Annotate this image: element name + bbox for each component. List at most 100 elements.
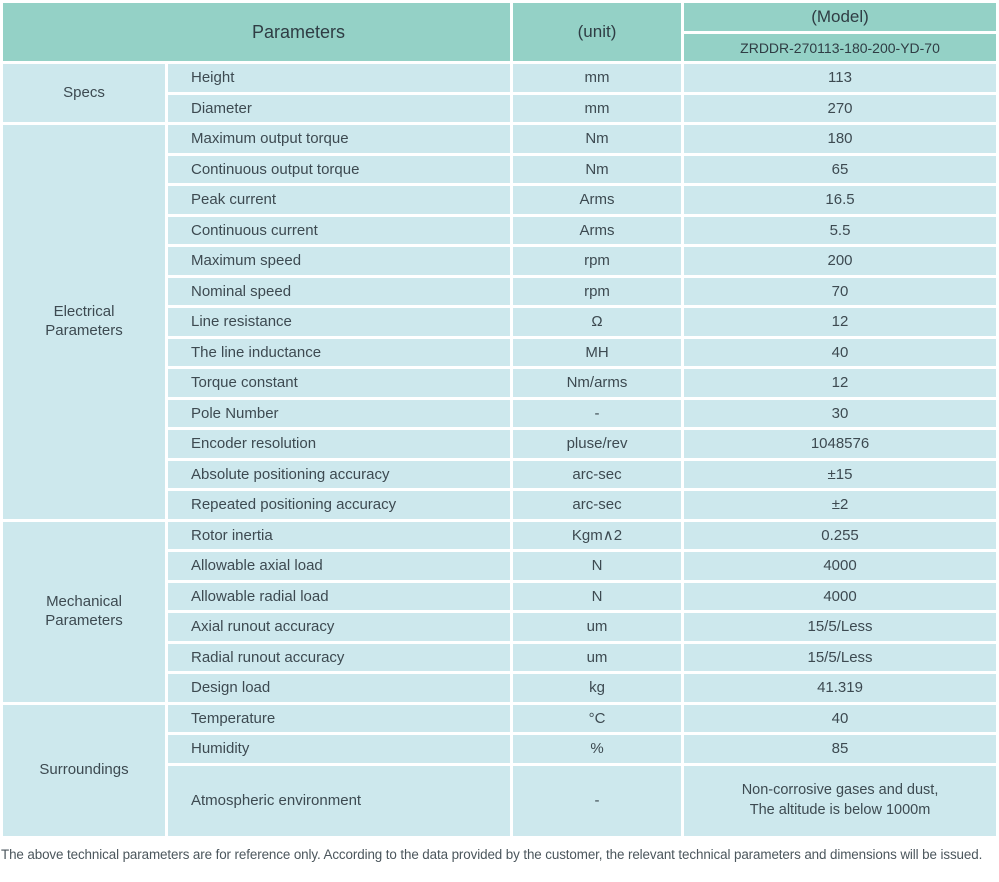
param-unit: um [513, 613, 682, 641]
table-row: Maximum speed rpm 200 [3, 247, 997, 275]
param-name: Atmospheric environment [168, 765, 511, 836]
table-row: Electrical Parameters Maximum output tor… [3, 125, 997, 519]
param-unit: °C [513, 704, 682, 732]
param-value: 40 [684, 338, 997, 366]
table-row: Line resistance Ω 12 [3, 308, 997, 336]
param-value: 70 [684, 277, 997, 305]
param-value: 15/5/Less [684, 643, 997, 671]
table-row: Atmospheric environment - Non-corrosive … [3, 765, 997, 836]
param-name: Maximum speed [168, 247, 511, 275]
param-value: 40 [684, 704, 997, 732]
table-row: Mechanical Parameters Rotor inertia Kgm∧… [3, 521, 997, 702]
param-name: Torque constant [168, 369, 511, 397]
table-row: Peak current Arms 16.5 [3, 186, 997, 214]
table-row: Nominal speed rpm 70 [3, 277, 997, 305]
parameters-header: Parameters [3, 3, 511, 61]
param-name: Allowable radial load [168, 582, 511, 610]
param-name: The line inductance [168, 338, 511, 366]
param-unit: kg [513, 674, 682, 702]
table-row: Allowable axial load N 4000 [3, 552, 997, 580]
param-unit: Nm/arms [513, 369, 682, 397]
param-unit: Ω [513, 308, 682, 336]
param-value: 200 [684, 247, 997, 275]
param-value: 12 [684, 369, 997, 397]
param-name: Repeated positioning accuracy [168, 491, 511, 519]
param-value: 1048576 [684, 430, 997, 458]
table-row: Axial runout accuracy um 15/5/Less [3, 613, 997, 641]
param-name: Design load [168, 674, 511, 702]
param-name: Radial runout accuracy [168, 643, 511, 671]
table-row: Repeated positioning accuracy arc-sec ±2 [3, 491, 997, 519]
model-row: ZRDDR-270113-180-200-YD-70 [3, 34, 997, 61]
param-unit: Kgm∧2 [513, 521, 682, 549]
param-unit: mm [513, 64, 682, 92]
table-row: Allowable radial load N 4000 [3, 582, 997, 610]
table-row: Encoder resolution pluse/rev 1048576 [3, 430, 997, 458]
param-name: Humidity [168, 735, 511, 763]
header-row: Parameters (unit) (Model) [3, 3, 997, 61]
param-name: Temperature [168, 704, 511, 732]
param-name: Continuous output torque [168, 155, 511, 183]
param-unit: arc-sec [513, 491, 682, 519]
param-value: 0.255 [684, 521, 997, 549]
param-value: 65 [684, 155, 997, 183]
param-name: Peak current [168, 186, 511, 214]
section-label-specs: Specs [3, 64, 165, 122]
section-label-mechanical: Mechanical Parameters [3, 521, 165, 702]
table-row: Continuous output torque Nm 65 [3, 155, 997, 183]
param-value: 270 [684, 94, 997, 122]
param-unit: rpm [513, 277, 682, 305]
param-unit: - [513, 765, 682, 836]
table-row: Radial runout accuracy um 15/5/Less [3, 643, 997, 671]
param-name: Nominal speed [168, 277, 511, 305]
param-value: 4000 [684, 582, 997, 610]
section-label-surroundings: Surroundings [3, 704, 165, 836]
param-unit: Nm [513, 125, 682, 153]
param-name: Encoder resolution [168, 430, 511, 458]
param-value: 5.5 [684, 216, 997, 244]
model-value: ZRDDR-270113-180-200-YD-70 [684, 34, 997, 61]
param-unit: pluse/rev [513, 430, 682, 458]
param-unit: N [513, 582, 682, 610]
param-unit: Nm [513, 155, 682, 183]
param-unit: um [513, 643, 682, 671]
param-unit: MH [513, 338, 682, 366]
param-name: Rotor inertia [168, 521, 511, 549]
spec-table: Parameters (unit) (Model) ZRDDR-270113-1… [3, 3, 997, 836]
table-row: The line inductance MH 40 [3, 338, 997, 366]
param-unit: Arms [513, 216, 682, 244]
param-value: 16.5 [684, 186, 997, 214]
param-value: 85 [684, 735, 997, 763]
param-name: Pole Number [168, 399, 511, 427]
param-value: ±2 [684, 491, 997, 519]
param-unit: N [513, 552, 682, 580]
param-value: 4000 [684, 552, 997, 580]
table-row: Pole Number - 30 [3, 399, 997, 427]
param-unit: rpm [513, 247, 682, 275]
param-unit: % [513, 735, 682, 763]
footer-disclaimer: The above technical parameters are for r… [1, 846, 983, 862]
param-name: Line resistance [168, 308, 511, 336]
param-name: Allowable axial load [168, 552, 511, 580]
param-name: Axial runout accuracy [168, 613, 511, 641]
param-value: ±15 [684, 460, 997, 488]
table-row: Torque constant Nm/arms 12 [3, 369, 997, 397]
param-value: 30 [684, 399, 997, 427]
model-header: (Model) [684, 3, 997, 31]
param-name: Absolute positioning accuracy [168, 460, 511, 488]
param-value: 15/5/Less [684, 613, 997, 641]
table-row: Design load kg 41.319 [3, 674, 997, 702]
param-name: Diameter [168, 94, 511, 122]
table-row: Humidity % 85 [3, 735, 997, 763]
table-row: Diameter mm 270 [3, 94, 997, 122]
param-value: 12 [684, 308, 997, 336]
table-row: Absolute positioning accuracy arc-sec ±1… [3, 460, 997, 488]
param-unit: arc-sec [513, 460, 682, 488]
param-unit: - [513, 399, 682, 427]
param-value: Non-corrosive gases and dust, The altitu… [684, 765, 997, 836]
unit-header: (unit) [513, 3, 682, 61]
param-value: 41.319 [684, 674, 997, 702]
param-value: 113 [684, 64, 997, 92]
param-value: 180 [684, 125, 997, 153]
